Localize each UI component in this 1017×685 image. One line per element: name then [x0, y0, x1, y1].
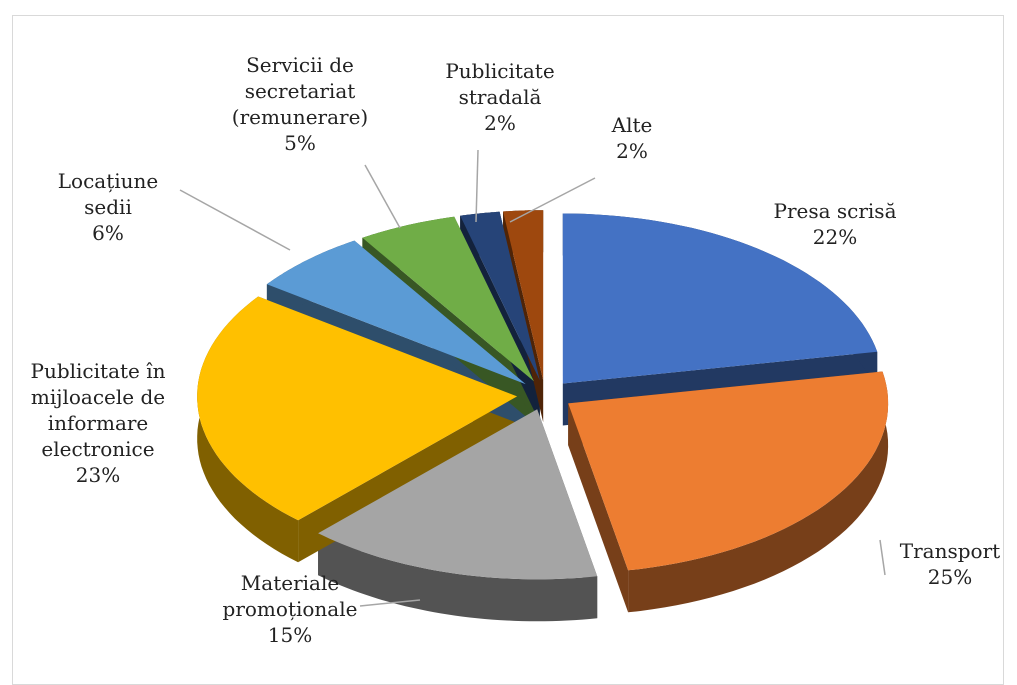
- slice: [568, 371, 889, 571]
- value-label: 25%: [927, 565, 973, 589]
- slice: [318, 409, 598, 580]
- category-name: Servicii de secretariat (remunerare): [231, 53, 369, 129]
- slice-label: Publicitate în mijloacele de informare e…: [11, 358, 186, 488]
- category-name: Publicitate în mijloacele de informare e…: [30, 359, 166, 461]
- slice: [562, 213, 878, 384]
- slice-label: Locațiune sedii 6%: [43, 168, 173, 246]
- slice: [362, 216, 534, 382]
- leader-line: [364, 164, 401, 229]
- category-name: Presa scrisă: [773, 199, 897, 223]
- value-label: 2%: [616, 139, 648, 163]
- slice-label: Presa scrisă 22%: [745, 198, 925, 250]
- slice-side: [628, 371, 889, 613]
- category-name: Transport: [899, 539, 1001, 563]
- value-label: 22%: [812, 225, 858, 249]
- value-label: 2%: [484, 111, 516, 135]
- leader-line: [179, 189, 291, 251]
- slice-label: Publicitate stradală 2%: [425, 58, 575, 136]
- slice-side: [318, 533, 598, 622]
- category-name: Publicitate stradală: [445, 59, 555, 109]
- value-label: 6%: [92, 221, 124, 245]
- leader-line: [879, 539, 886, 576]
- leader-line: [509, 177, 596, 223]
- slice: [266, 240, 526, 385]
- value-label: 15%: [267, 623, 313, 647]
- value-label: 23%: [75, 463, 121, 487]
- slice-label: Transport 25%: [880, 538, 1017, 590]
- leader-line: [475, 149, 479, 223]
- category-name: Alte: [611, 113, 653, 137]
- slice: [460, 211, 540, 381]
- leader-line: [359, 599, 421, 607]
- slice: [197, 296, 518, 521]
- slice-label: Alte 2%: [592, 112, 672, 164]
- slice-label: Materiale promoționale 15%: [195, 570, 385, 648]
- value-label: 5%: [284, 131, 316, 155]
- slice-label: Servicii de secretariat (remunerare) 5%: [210, 52, 390, 156]
- slice: [503, 210, 544, 381]
- category-name: Materiale promoționale: [222, 571, 358, 621]
- slice-side: [568, 403, 629, 613]
- category-name: Locațiune sedii: [57, 169, 159, 219]
